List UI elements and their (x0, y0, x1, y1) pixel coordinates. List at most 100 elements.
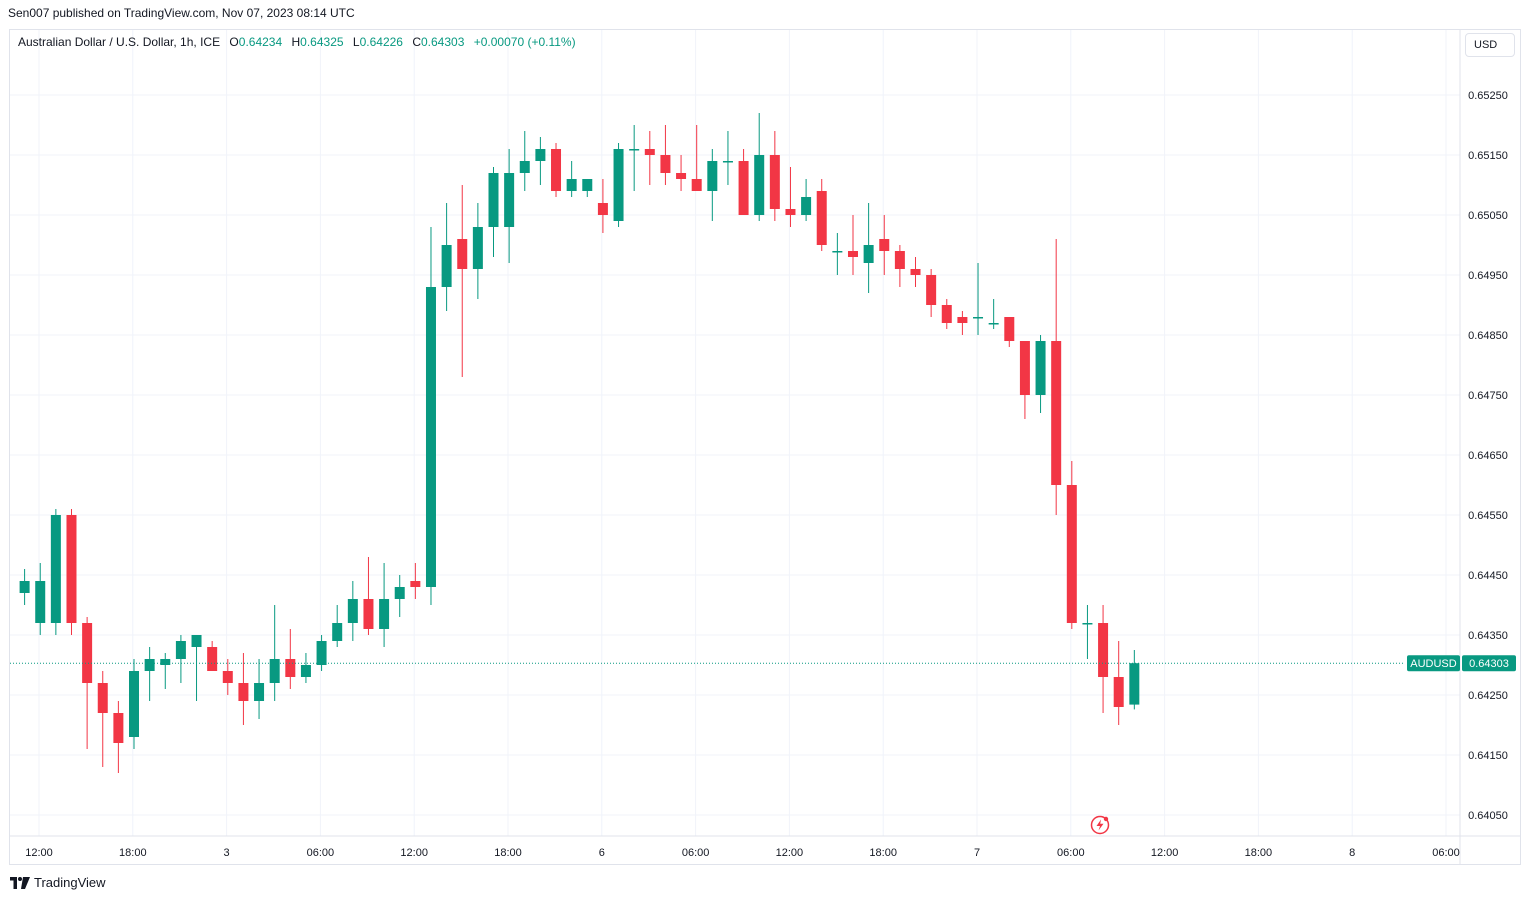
y-tick-label: 0.64350 (1468, 630, 1508, 642)
candles-layer (19, 113, 1140, 773)
candle-body (129, 671, 140, 737)
candle (66, 509, 77, 635)
open-value: 0.64234 (238, 35, 283, 49)
candle (926, 269, 937, 317)
candle (1035, 335, 1046, 413)
candle-body (988, 323, 999, 325)
candle-body (660, 155, 671, 173)
candle (347, 581, 358, 641)
candle-body (629, 149, 640, 151)
candle (613, 143, 624, 227)
candle (566, 161, 577, 197)
candle-body (785, 209, 796, 215)
y-tick-label: 0.65150 (1468, 150, 1508, 162)
candle-body (394, 587, 405, 599)
x-tick-label: 12:00 (776, 847, 804, 859)
candle-body (441, 245, 452, 287)
candle (254, 659, 265, 719)
y-tick-label: 0.65050 (1468, 210, 1508, 222)
x-tick-label: 06:00 (307, 847, 335, 859)
candle-body (254, 683, 265, 701)
low-label: L (352, 35, 360, 49)
time-axis: 12:00 18:00 3 06:00 12:00 18:00 6 06:00 12:00 18:… (10, 835, 1521, 859)
tradingview-logo-icon (10, 876, 30, 889)
candle-body (691, 179, 702, 191)
candle-body (1035, 341, 1046, 395)
candle (222, 659, 233, 695)
candle (910, 257, 921, 287)
candle (191, 635, 202, 701)
candle-body (894, 251, 905, 269)
footer-brand[interactable]: TradingView (10, 875, 106, 890)
candle (769, 131, 780, 221)
candle-body (363, 599, 374, 629)
candle (316, 635, 327, 671)
candle (394, 575, 405, 617)
candle-body (769, 155, 780, 209)
open-label: O (229, 35, 239, 49)
candle (144, 647, 155, 701)
candle-body (1113, 677, 1124, 707)
change-value: +0.00070 (+0.11%) (473, 35, 576, 49)
y-tick-label: 0.64050 (1468, 810, 1508, 822)
candle (582, 179, 593, 197)
candle-body (1082, 623, 1093, 625)
candle-body (82, 623, 93, 683)
candle (160, 653, 171, 689)
candle (1051, 239, 1062, 515)
candle-body (816, 191, 827, 245)
candle-body (832, 251, 843, 253)
candle (863, 203, 874, 293)
grid-layer (10, 30, 1460, 836)
candle (300, 653, 311, 683)
candle (847, 215, 858, 275)
candle-body (97, 683, 108, 713)
x-tick-label: 3 (224, 847, 230, 859)
candle-body (644, 149, 655, 155)
candle-body (722, 161, 733, 163)
flash-icon[interactable] (1090, 815, 1110, 835)
candle (707, 149, 718, 221)
footer-brand-text: TradingView (34, 875, 106, 890)
candle (722, 131, 733, 185)
candle (597, 179, 608, 233)
y-tick-label: 0.64950 (1468, 270, 1508, 282)
candle (457, 185, 468, 377)
candle-body (1004, 317, 1015, 341)
candle (19, 569, 30, 605)
candle (129, 659, 140, 749)
candle (332, 605, 343, 647)
candle-body (35, 581, 46, 623)
price-axis: 0.65250 0.65150 0.65050 0.64950 0.64850 0.647… (1459, 30, 1508, 865)
y-tick-label: 0.64550 (1468, 510, 1508, 522)
currency-button[interactable]: USD (1465, 33, 1515, 57)
candle-body (613, 149, 624, 221)
candle-body (191, 635, 202, 647)
candle-body (66, 515, 77, 623)
candle (207, 641, 218, 671)
candle-body (316, 641, 327, 665)
x-tick-label: 6 (599, 847, 605, 859)
y-tick-label: 0.64450 (1468, 570, 1508, 582)
x-tick-label: 12:00 (25, 847, 53, 859)
candle-body (175, 641, 186, 659)
candle (1098, 605, 1109, 713)
candle-body (1066, 485, 1077, 623)
candle-body (379, 599, 390, 629)
candle (754, 113, 765, 221)
candle-body (738, 161, 749, 215)
x-tick-label: 18:00 (1245, 847, 1273, 859)
candle-body (1098, 623, 1109, 677)
x-tick-label: 18:00 (119, 847, 147, 859)
publisher-caption: Sen007 published on TradingView.com, Nov… (8, 6, 355, 20)
chart-frame[interactable] (9, 29, 1521, 865)
candle (35, 563, 46, 635)
candle-body (535, 149, 546, 161)
x-tick-label: 8 (1349, 847, 1355, 859)
x-tick-label: 12:00 (1151, 847, 1179, 859)
candle-body (863, 245, 874, 263)
candle (50, 509, 61, 635)
price-tag-symbol: AUDUSD (1410, 658, 1457, 670)
candle-body (207, 647, 218, 671)
